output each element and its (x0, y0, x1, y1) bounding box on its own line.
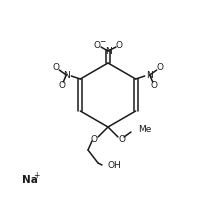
Text: N: N (146, 71, 153, 80)
Text: O: O (150, 81, 157, 90)
Text: O: O (116, 41, 122, 51)
Text: +: + (33, 172, 39, 181)
Text: O: O (59, 81, 66, 90)
Text: Me: Me (138, 125, 151, 134)
Text: O: O (53, 63, 60, 72)
Text: O: O (156, 63, 163, 72)
Text: N: N (105, 47, 111, 55)
Text: Na: Na (22, 175, 38, 185)
Text: N: N (63, 71, 70, 80)
Text: O: O (90, 134, 98, 143)
Text: OH: OH (107, 162, 121, 171)
Text: O: O (119, 134, 125, 143)
Text: −: − (99, 38, 105, 47)
Text: O: O (94, 41, 101, 51)
